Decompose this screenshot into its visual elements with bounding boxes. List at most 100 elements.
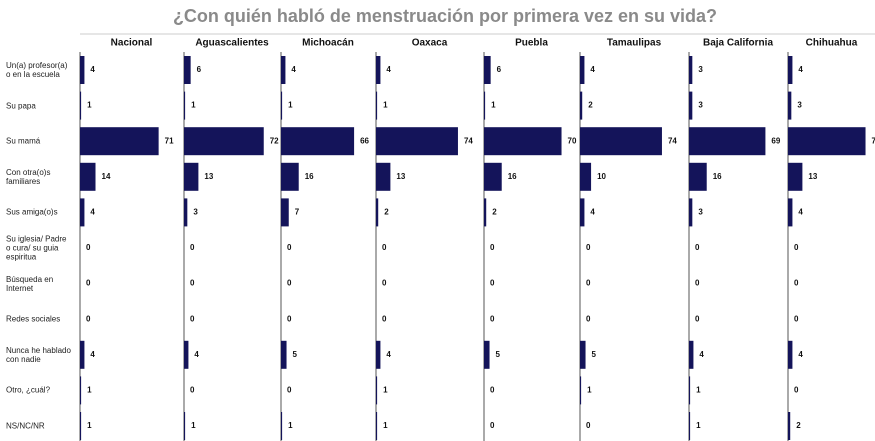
value-label: 0 <box>695 279 700 288</box>
value-label: 1 <box>383 386 388 395</box>
category-label: Otro, ¿cuál? <box>6 385 51 395</box>
value-label: 13 <box>808 172 817 181</box>
value-label: 4 <box>90 350 95 359</box>
bar <box>484 127 562 156</box>
bar <box>376 376 378 405</box>
value-label: 0 <box>695 314 700 323</box>
value-label: 1 <box>288 421 293 430</box>
value-label: 0 <box>586 279 591 288</box>
bar <box>580 127 662 156</box>
category-label: Un(a) profesor(a) o en la escuela <box>6 61 68 79</box>
bar <box>376 127 458 156</box>
value-label: 16 <box>713 172 722 181</box>
bar <box>788 162 803 191</box>
value-label: 4 <box>798 350 803 359</box>
value-label: 2 <box>492 208 497 217</box>
bar <box>80 376 82 405</box>
bar <box>580 162 592 191</box>
bar <box>788 91 792 120</box>
bar <box>689 340 694 369</box>
bar <box>580 340 586 369</box>
value-label: 1 <box>191 421 196 430</box>
bar <box>376 340 381 369</box>
category-label: Nunca he hablado con nadie <box>6 345 71 364</box>
value-label: 0 <box>287 279 292 288</box>
chart-title: ¿Con quién habló de menstruación por pri… <box>173 6 717 26</box>
value-label: 5 <box>496 350 501 359</box>
bar <box>80 127 159 156</box>
category-label: Su iglesia/ Padre o cura/ su guia espiri… <box>6 234 67 262</box>
value-label: 3 <box>797 101 802 110</box>
bar <box>484 56 491 84</box>
value-label: 0 <box>586 421 591 430</box>
value-label: 1 <box>87 421 92 430</box>
value-label: 0 <box>794 279 799 288</box>
panel-title: Michoacán <box>302 38 354 49</box>
value-label: 4 <box>194 350 199 359</box>
value-label: 2 <box>384 208 389 217</box>
value-label: 0 <box>794 243 799 252</box>
bar <box>184 162 199 191</box>
value-label: 1 <box>696 386 701 395</box>
bar <box>788 340 793 369</box>
value-label: 0 <box>190 279 195 288</box>
bar <box>788 198 793 227</box>
bar <box>689 376 691 405</box>
bar <box>788 412 791 440</box>
bar <box>281 412 283 440</box>
value-label: 70 <box>568 136 577 145</box>
value-label: 3 <box>193 208 198 217</box>
value-label: 74 <box>668 136 677 145</box>
value-label: 16 <box>305 172 314 181</box>
bar <box>80 340 85 369</box>
bar <box>184 91 186 120</box>
value-label: 0 <box>190 386 195 395</box>
value-label: 0 <box>794 386 799 395</box>
value-label: 4 <box>699 350 704 359</box>
panel-title: Tamaulipas <box>607 38 662 49</box>
value-label: 5 <box>293 350 298 359</box>
value-label: 0 <box>382 279 387 288</box>
bar <box>184 56 191 84</box>
value-label: 0 <box>86 243 91 252</box>
bar <box>689 127 766 156</box>
bar <box>281 127 355 156</box>
value-label: 72 <box>270 136 279 145</box>
value-label: 16 <box>508 172 517 181</box>
value-label: 1 <box>87 386 92 395</box>
value-label: 10 <box>597 172 606 181</box>
category-label: Sus amiga(o)s <box>6 207 58 217</box>
bar <box>184 340 189 369</box>
bar <box>689 91 693 120</box>
bar <box>376 412 378 440</box>
value-label: 0 <box>490 314 495 323</box>
value-label: 14 <box>102 172 111 181</box>
value-label: 3 <box>698 65 703 74</box>
value-label: 13 <box>204 172 213 181</box>
value-label: 4 <box>386 350 391 359</box>
value-label: 1 <box>587 386 592 395</box>
bar <box>281 162 299 191</box>
value-label: 4 <box>90 208 95 217</box>
value-label: 4 <box>798 65 803 74</box>
bar <box>281 56 286 84</box>
value-label: 4 <box>590 208 595 217</box>
panel-title: Nacional <box>111 38 153 49</box>
category-label: Redes sociales <box>6 314 61 324</box>
value-label: 0 <box>794 314 799 323</box>
bar <box>80 91 82 120</box>
value-label: 4 <box>590 65 595 74</box>
bar <box>281 340 287 369</box>
bar <box>689 198 693 227</box>
value-label: 5 <box>592 350 597 359</box>
value-label: 3 <box>698 208 703 217</box>
value-label: 0 <box>287 386 292 395</box>
value-label: 6 <box>497 65 502 74</box>
value-label: 69 <box>771 136 780 145</box>
bar <box>184 412 186 440</box>
bar <box>281 198 289 227</box>
category-label: Su papa <box>6 101 36 111</box>
bar <box>80 198 85 227</box>
value-label: 7 <box>295 208 300 217</box>
